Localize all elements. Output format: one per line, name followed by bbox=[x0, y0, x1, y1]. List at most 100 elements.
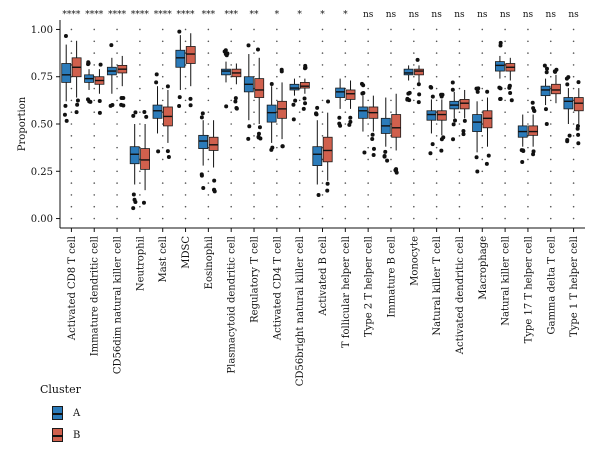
outlier-point bbox=[85, 97, 90, 102]
outlier-point bbox=[301, 106, 306, 111]
grid-dot bbox=[504, 111, 506, 113]
grid-dot bbox=[413, 75, 415, 78]
grid-dot bbox=[572, 111, 575, 113]
grid-dot bbox=[207, 64, 210, 66]
outlier-point bbox=[247, 124, 252, 129]
outlier-point bbox=[521, 148, 526, 153]
box-body bbox=[403, 68, 414, 76]
grid-dot bbox=[413, 217, 415, 220]
grid-dot bbox=[504, 205, 506, 208]
grid-dot bbox=[481, 28, 484, 31]
grid-dot bbox=[253, 182, 255, 184]
grid-dot bbox=[481, 99, 484, 102]
grid-dot bbox=[321, 52, 324, 54]
grid-dot bbox=[184, 217, 187, 220]
box-b bbox=[528, 100, 539, 157]
grid-dot bbox=[549, 123, 552, 125]
x-tick-label: Plasmacytoid dendritic cell bbox=[227, 236, 238, 374]
outlier-point bbox=[382, 154, 387, 159]
grid-dot bbox=[139, 170, 141, 173]
box-b bbox=[391, 93, 402, 175]
outlier-point bbox=[199, 172, 204, 177]
y-tick-label: 0.25 bbox=[31, 167, 53, 178]
outlier-point bbox=[405, 97, 410, 102]
box-a bbox=[380, 97, 391, 163]
grid-dot bbox=[572, 146, 575, 149]
grid-dot bbox=[572, 217, 575, 220]
x-tick-label: Activated dendritic cell bbox=[455, 236, 466, 355]
grid-dot bbox=[321, 135, 324, 137]
outlier-point bbox=[475, 169, 480, 174]
box-a bbox=[61, 34, 72, 123]
grid-dot bbox=[549, 205, 552, 208]
outlier-point bbox=[417, 92, 422, 97]
grid-dot bbox=[458, 217, 461, 220]
outlier-point bbox=[461, 128, 466, 133]
outlier-point bbox=[338, 123, 343, 128]
box-body bbox=[61, 63, 72, 83]
outlier-point bbox=[132, 197, 137, 202]
outlier-point bbox=[64, 118, 69, 123]
box-a bbox=[312, 105, 323, 197]
grid-dot bbox=[70, 111, 73, 113]
outlier-point bbox=[314, 112, 319, 117]
grid-dot bbox=[549, 217, 552, 220]
outlier-point bbox=[362, 150, 367, 155]
grid-dot bbox=[93, 111, 96, 113]
x-tick-label: CD56dim natural killer cell bbox=[113, 236, 124, 374]
grid-dot bbox=[253, 52, 255, 54]
box-b bbox=[368, 95, 379, 157]
y-tick-label: 0.00 bbox=[31, 214, 53, 225]
grid-dot bbox=[413, 205, 415, 208]
grid-dot bbox=[321, 40, 324, 43]
grid-dot bbox=[481, 158, 484, 161]
grid-dot bbox=[298, 99, 301, 102]
grid-dot bbox=[161, 40, 164, 43]
grid-dot bbox=[230, 182, 232, 184]
significance-label: **** bbox=[131, 10, 150, 20]
outlier-point bbox=[508, 91, 513, 96]
grid-dot bbox=[481, 75, 484, 78]
outlier-point bbox=[302, 96, 307, 101]
grid-dot bbox=[139, 205, 141, 208]
outlier-point bbox=[75, 102, 80, 107]
box-b bbox=[163, 84, 173, 159]
box-body bbox=[482, 110, 493, 129]
grid-dot bbox=[253, 123, 255, 125]
box-body bbox=[322, 136, 333, 163]
box-body bbox=[426, 110, 437, 121]
x-tick-label: Activated CD4 T cell bbox=[272, 236, 283, 341]
significance-label: ns bbox=[363, 10, 374, 20]
outlier-point bbox=[565, 137, 570, 142]
grid-dot bbox=[230, 205, 232, 208]
box-body bbox=[551, 83, 561, 95]
grid-dot bbox=[298, 123, 301, 125]
grid-dot bbox=[184, 99, 187, 102]
box-b bbox=[345, 80, 356, 127]
grid-dot bbox=[367, 40, 369, 43]
grid-dot bbox=[161, 28, 164, 31]
significance-label: *** bbox=[224, 10, 238, 20]
grid-dot bbox=[93, 182, 96, 184]
grid-dot bbox=[413, 52, 415, 54]
outlier-point bbox=[98, 62, 103, 67]
grid-dot bbox=[207, 170, 210, 173]
grid-dot bbox=[458, 158, 461, 161]
grid-dot bbox=[390, 194, 392, 196]
significance-label: **** bbox=[154, 10, 173, 20]
significance-label: ns bbox=[568, 10, 579, 20]
grid-dot bbox=[504, 170, 506, 173]
outlier-point bbox=[564, 76, 569, 81]
grid-dot bbox=[344, 135, 347, 137]
grid-dot bbox=[161, 194, 164, 196]
grid-dot bbox=[344, 75, 347, 78]
outlier-point bbox=[451, 137, 456, 142]
box-body bbox=[335, 87, 346, 98]
grid-dot bbox=[390, 146, 392, 149]
grid-dot bbox=[572, 40, 575, 43]
grid-dot bbox=[207, 111, 210, 113]
outlier-point bbox=[337, 115, 342, 120]
grid-dot bbox=[344, 182, 347, 184]
grid-dot bbox=[367, 217, 369, 220]
box-a bbox=[403, 65, 414, 103]
